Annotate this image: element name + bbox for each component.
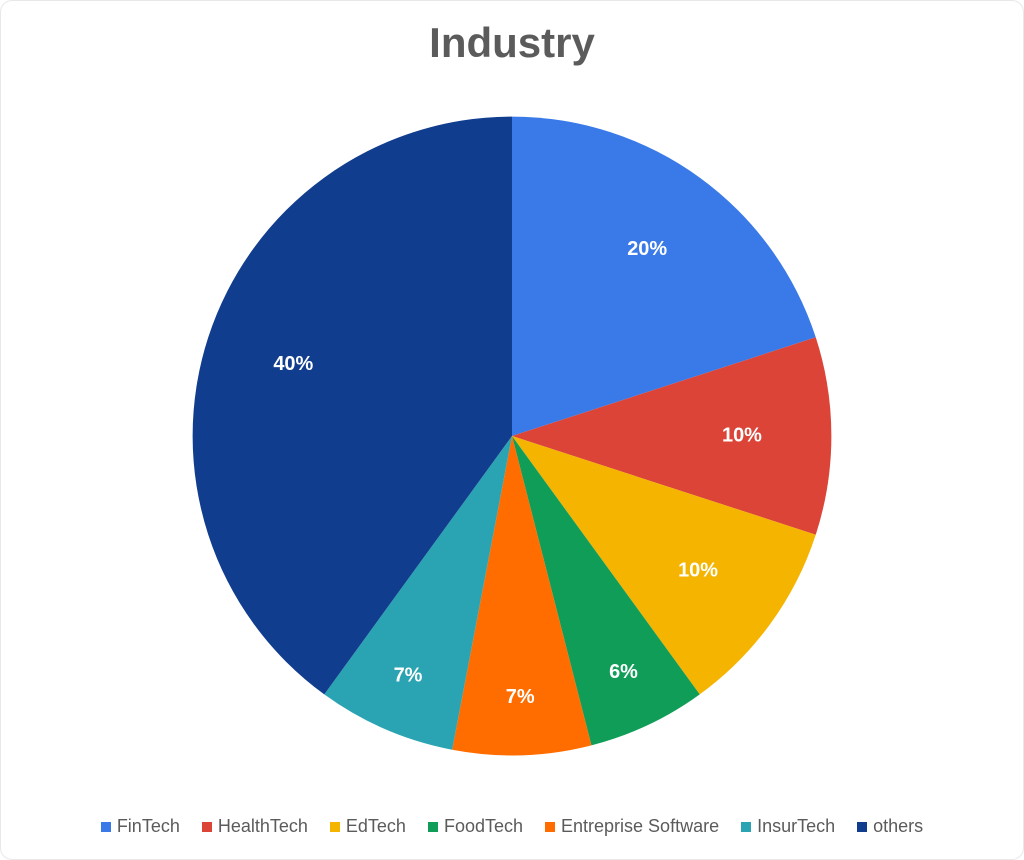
legend-item-healthtech: HealthTech <box>202 816 308 837</box>
pie-slice-label: 7% <box>394 665 423 687</box>
legend-swatch <box>857 822 867 832</box>
pie-slice-label: 7% <box>506 686 535 708</box>
legend-swatch <box>202 822 212 832</box>
legend-label: Entreprise Software <box>561 816 719 837</box>
legend-label: FoodTech <box>444 816 523 837</box>
legend-swatch <box>428 822 438 832</box>
pie-slice-label: 10% <box>722 424 762 446</box>
legend-label: FinTech <box>117 816 180 837</box>
legend-label: others <box>873 816 923 837</box>
pie-slice-label: 10% <box>678 559 718 581</box>
pie-slice-label: 20% <box>627 238 667 260</box>
pie-slice-label: 40% <box>273 353 313 375</box>
chart-title: Industry <box>1 19 1023 67</box>
legend-label: HealthTech <box>218 816 308 837</box>
pie-slice-label: 6% <box>609 661 638 683</box>
legend-item-foodtech: FoodTech <box>428 816 523 837</box>
legend-item-entreprise-software: Entreprise Software <box>545 816 719 837</box>
legend-item-others: others <box>857 816 923 837</box>
pie-chart-svg: 20% 10% 10% 6% 7% 7% 40% <box>1 91 1023 781</box>
legend-swatch <box>545 822 555 832</box>
legend-swatch <box>741 822 751 832</box>
legend: FinTech HealthTech EdTech FoodTech Entre… <box>1 816 1023 837</box>
legend-label: EdTech <box>346 816 406 837</box>
legend-item-edtech: EdTech <box>330 816 406 837</box>
legend-label: InsurTech <box>757 816 835 837</box>
legend-item-insurtech: InsurTech <box>741 816 835 837</box>
legend-swatch <box>101 822 111 832</box>
chart-card: Industry 20% 10% 10% 6% 7% 7% 40% FinTech Heal… <box>0 0 1024 860</box>
legend-swatch <box>330 822 340 832</box>
pie-chart-area: 20% 10% 10% 6% 7% 7% 40% <box>1 91 1023 781</box>
legend-item-fintech: FinTech <box>101 816 180 837</box>
